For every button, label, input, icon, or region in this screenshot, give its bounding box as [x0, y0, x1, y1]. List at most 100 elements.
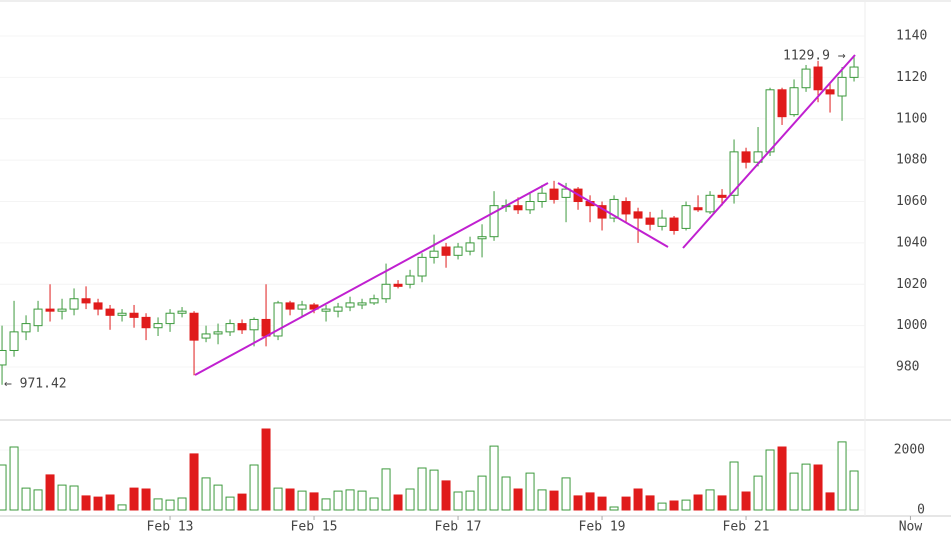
candle-body: [693, 207, 703, 211]
volume-bar: [321, 498, 331, 511]
volume-bar: [657, 502, 667, 511]
volume-bar: [117, 504, 127, 511]
volume-bar: [357, 490, 367, 511]
candle-body: [525, 201, 535, 211]
candle-body: [273, 302, 283, 337]
volume-bar: [45, 474, 55, 511]
candle-body: [129, 312, 139, 318]
volume-bar: [201, 477, 211, 511]
volume-bar: [825, 492, 835, 511]
volume-bar: [609, 506, 619, 511]
volume-bar: [81, 495, 91, 511]
candle-body: [633, 211, 643, 219]
candle-body: [789, 87, 799, 116]
volume-bar: [141, 488, 151, 511]
candle-body: [453, 246, 463, 256]
candle-body: [333, 306, 343, 312]
candle-body: [705, 194, 715, 213]
candle-body: [153, 323, 163, 329]
volume-bar: [837, 441, 847, 511]
volume-bar: [33, 489, 43, 511]
volume-bar: [69, 485, 79, 511]
volume-bar: [525, 472, 535, 511]
volume-bar: [189, 453, 199, 511]
volume-bar: [0, 464, 7, 511]
volume-bar: [429, 469, 439, 511]
volume-bar: [849, 470, 859, 511]
volume-bar: [177, 497, 187, 511]
candle-body: [801, 68, 811, 89]
volume-bar: [345, 489, 355, 511]
candle-body: [81, 298, 91, 304]
candle-body: [285, 302, 295, 310]
y-tick-label: 1120: [896, 70, 927, 85]
candle-body: [537, 192, 547, 203]
candle-body: [297, 304, 307, 310]
volume-bar: [285, 488, 295, 511]
x-tick-label: Feb 21: [723, 520, 770, 535]
volume-bar: [369, 497, 379, 511]
candle-body: [753, 151, 763, 163]
volume-bar: [225, 496, 235, 511]
volume-bar: [249, 464, 259, 511]
volume-bar: [417, 467, 427, 511]
candle-body: [561, 188, 571, 198]
volume-bar: [753, 475, 763, 511]
volume-bar: [441, 480, 451, 511]
trend-line: [682, 54, 856, 249]
candle-body: [621, 201, 631, 215]
candle-body: [237, 323, 247, 331]
volume-bar: [453, 491, 463, 511]
candle-body: [0, 349, 7, 366]
y-tick-label: 1000: [896, 318, 927, 333]
volume-bar: [645, 495, 655, 511]
y-tick-label: 980: [896, 360, 919, 375]
volume-bar: [405, 488, 415, 511]
candle-body: [645, 217, 655, 225]
candle-body: [441, 246, 451, 256]
trend-line: [557, 182, 669, 248]
volume-bar: [777, 446, 787, 511]
volume-bar: [561, 477, 571, 511]
volume-bar: [261, 428, 271, 511]
volume-bar: [381, 468, 391, 511]
volume-bar: [573, 495, 583, 511]
candle-body: [837, 76, 847, 97]
y2-tick-label: 0: [917, 503, 925, 518]
volume-bar: [789, 472, 799, 511]
volume-bar: [633, 488, 643, 511]
volume-bar: [165, 499, 175, 511]
volume-bar: [21, 487, 31, 511]
volume-bar: [309, 492, 319, 511]
candle-body: [189, 312, 199, 341]
volume-bar: [273, 487, 283, 511]
volume-bar: [513, 488, 523, 511]
candle-body: [321, 308, 331, 312]
y-tick-label: 1020: [896, 277, 927, 292]
candle-body: [489, 205, 499, 238]
candle-body: [105, 308, 115, 316]
trend-lines: [194, 54, 856, 376]
volume-bar: [153, 498, 163, 511]
candle-body: [393, 283, 403, 287]
candle-body: [33, 308, 43, 327]
candle-body: [813, 66, 823, 91]
last-price-label: 1129.9 →: [783, 49, 846, 64]
x-tick-label: Now: [899, 520, 923, 535]
volume-bar: [465, 490, 475, 511]
candle-body: [765, 89, 775, 153]
volume-bar: [129, 487, 139, 511]
candle-body: [57, 308, 67, 312]
volume-bar: [393, 494, 403, 511]
candle-body: [825, 89, 835, 95]
candle-body: [225, 323, 235, 333]
volume-bar: [333, 490, 343, 511]
candle-body: [681, 205, 691, 229]
volume-bar: [693, 494, 703, 511]
y2-tick-label: 2000: [894, 443, 925, 458]
volume-bar: [765, 449, 775, 511]
x-tick-label: Feb 17: [435, 520, 482, 535]
candle-body: [729, 151, 739, 196]
candle-body: [513, 205, 523, 211]
volume-bar: [621, 496, 631, 511]
